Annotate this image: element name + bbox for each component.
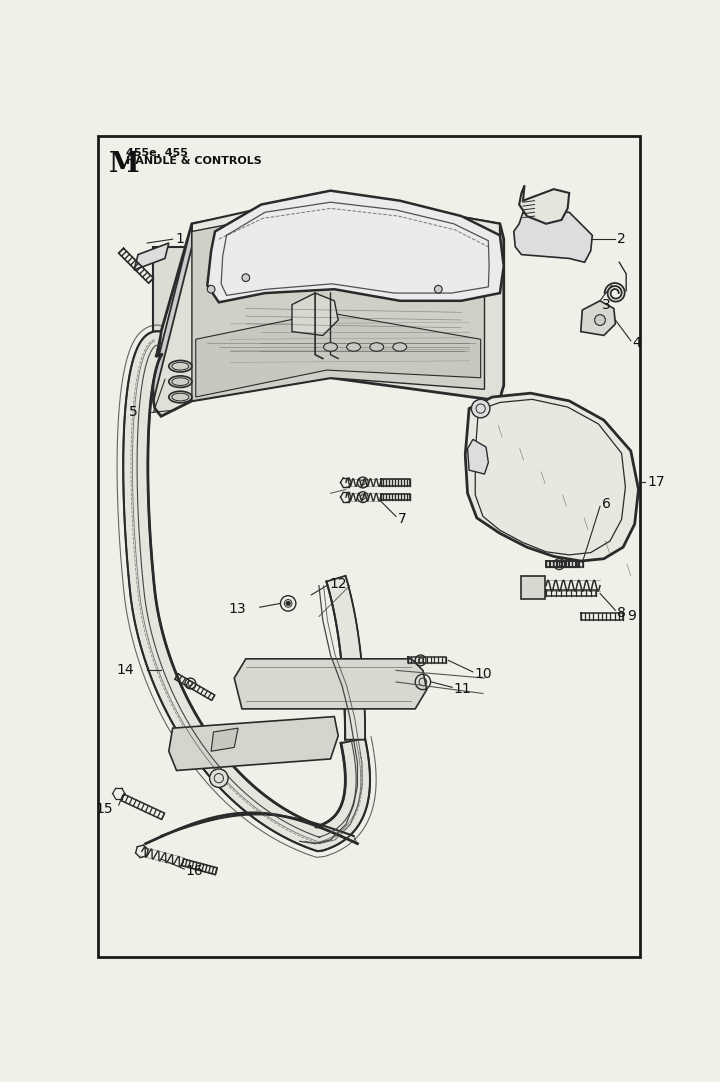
Text: M: M — [109, 150, 140, 177]
Circle shape — [242, 274, 250, 281]
Text: 2: 2 — [617, 233, 626, 247]
Text: 455e, 455: 455e, 455 — [126, 148, 187, 158]
Circle shape — [595, 315, 606, 326]
Polygon shape — [153, 224, 192, 400]
Text: 16: 16 — [186, 865, 204, 879]
Text: 10: 10 — [474, 668, 492, 682]
Text: 11: 11 — [454, 682, 472, 696]
Text: 1: 1 — [175, 233, 184, 247]
Polygon shape — [123, 331, 370, 852]
Text: 15: 15 — [96, 802, 113, 816]
Polygon shape — [581, 301, 616, 335]
Text: 13: 13 — [228, 602, 246, 616]
Polygon shape — [145, 813, 357, 844]
Polygon shape — [514, 212, 593, 262]
Text: 5: 5 — [130, 406, 138, 420]
Polygon shape — [326, 576, 365, 740]
Circle shape — [472, 399, 490, 418]
Text: 3: 3 — [601, 298, 611, 312]
Polygon shape — [234, 659, 427, 709]
Text: 17: 17 — [648, 475, 665, 489]
Text: 6: 6 — [601, 497, 611, 511]
Text: 14: 14 — [117, 663, 134, 677]
Polygon shape — [153, 197, 504, 417]
Text: 9: 9 — [627, 609, 636, 623]
Circle shape — [286, 602, 290, 606]
Ellipse shape — [346, 343, 361, 352]
Polygon shape — [134, 243, 168, 270]
Text: 7: 7 — [398, 512, 407, 526]
Ellipse shape — [323, 343, 338, 352]
Polygon shape — [519, 185, 570, 224]
Circle shape — [207, 286, 215, 293]
Text: 12: 12 — [329, 577, 346, 591]
Polygon shape — [168, 716, 338, 770]
Polygon shape — [192, 193, 500, 247]
Text: HANDLE & CONTROLS: HANDLE & CONTROLS — [126, 156, 261, 166]
Polygon shape — [207, 190, 504, 302]
Polygon shape — [196, 313, 481, 397]
Circle shape — [434, 286, 442, 293]
Text: 8: 8 — [617, 606, 626, 620]
Ellipse shape — [168, 360, 192, 372]
Polygon shape — [465, 393, 639, 562]
Ellipse shape — [393, 343, 407, 352]
Ellipse shape — [168, 392, 192, 403]
Ellipse shape — [168, 375, 192, 387]
Polygon shape — [153, 247, 500, 378]
Polygon shape — [467, 439, 488, 474]
Polygon shape — [192, 204, 485, 400]
Polygon shape — [211, 728, 238, 751]
Polygon shape — [292, 293, 338, 335]
Circle shape — [210, 769, 228, 788]
Bar — [521, 576, 544, 598]
Ellipse shape — [370, 343, 384, 352]
Text: 4: 4 — [632, 337, 641, 351]
